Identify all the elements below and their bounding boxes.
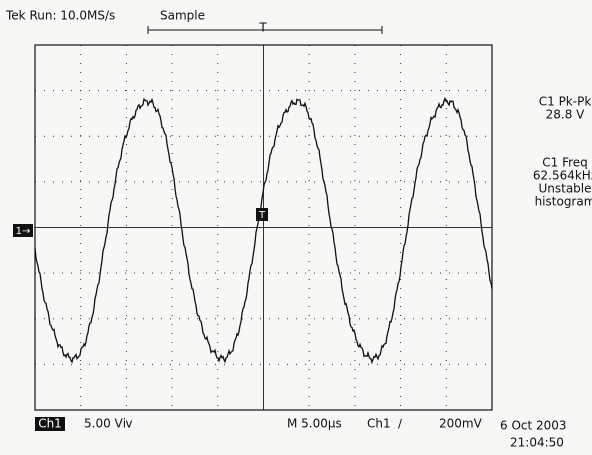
scope-screen: Tek Run: 10.0MS/s Sample T 1→ T C1 Pk-Pk… [0,0,592,455]
acquisition-mode: Sample [160,9,205,23]
trigger-level: 200mV [439,417,483,431]
trigger-source: Ch1 [367,417,391,431]
channel-marker: 1→ [16,226,31,237]
timebase: M 5.00µs [287,417,342,431]
time: 21:04:50 [510,436,564,450]
trigger-position: T [258,21,267,35]
measurement-value: 28.8 V [546,108,586,122]
channel: Ch1 [38,417,62,431]
measurement-note: Unstable [538,182,591,196]
page: Tek Run: 10.0MS/s Sample T 1→ T C1 Pk-Pk… [0,0,592,455]
measurement-value: 62.564kHz [533,169,592,183]
volts-per-div: 5.00 Vⅳ [84,417,133,431]
measurement-note: histogram [535,195,592,209]
trigger-level-marker: T [258,210,266,221]
measurement-label: C1 Pk-Pk [539,95,592,109]
measurement-label: C1 Freq [542,156,588,170]
status: Tek Run: 10.0MS/s [5,9,115,23]
date: 6 Oct 2003 [500,419,567,433]
